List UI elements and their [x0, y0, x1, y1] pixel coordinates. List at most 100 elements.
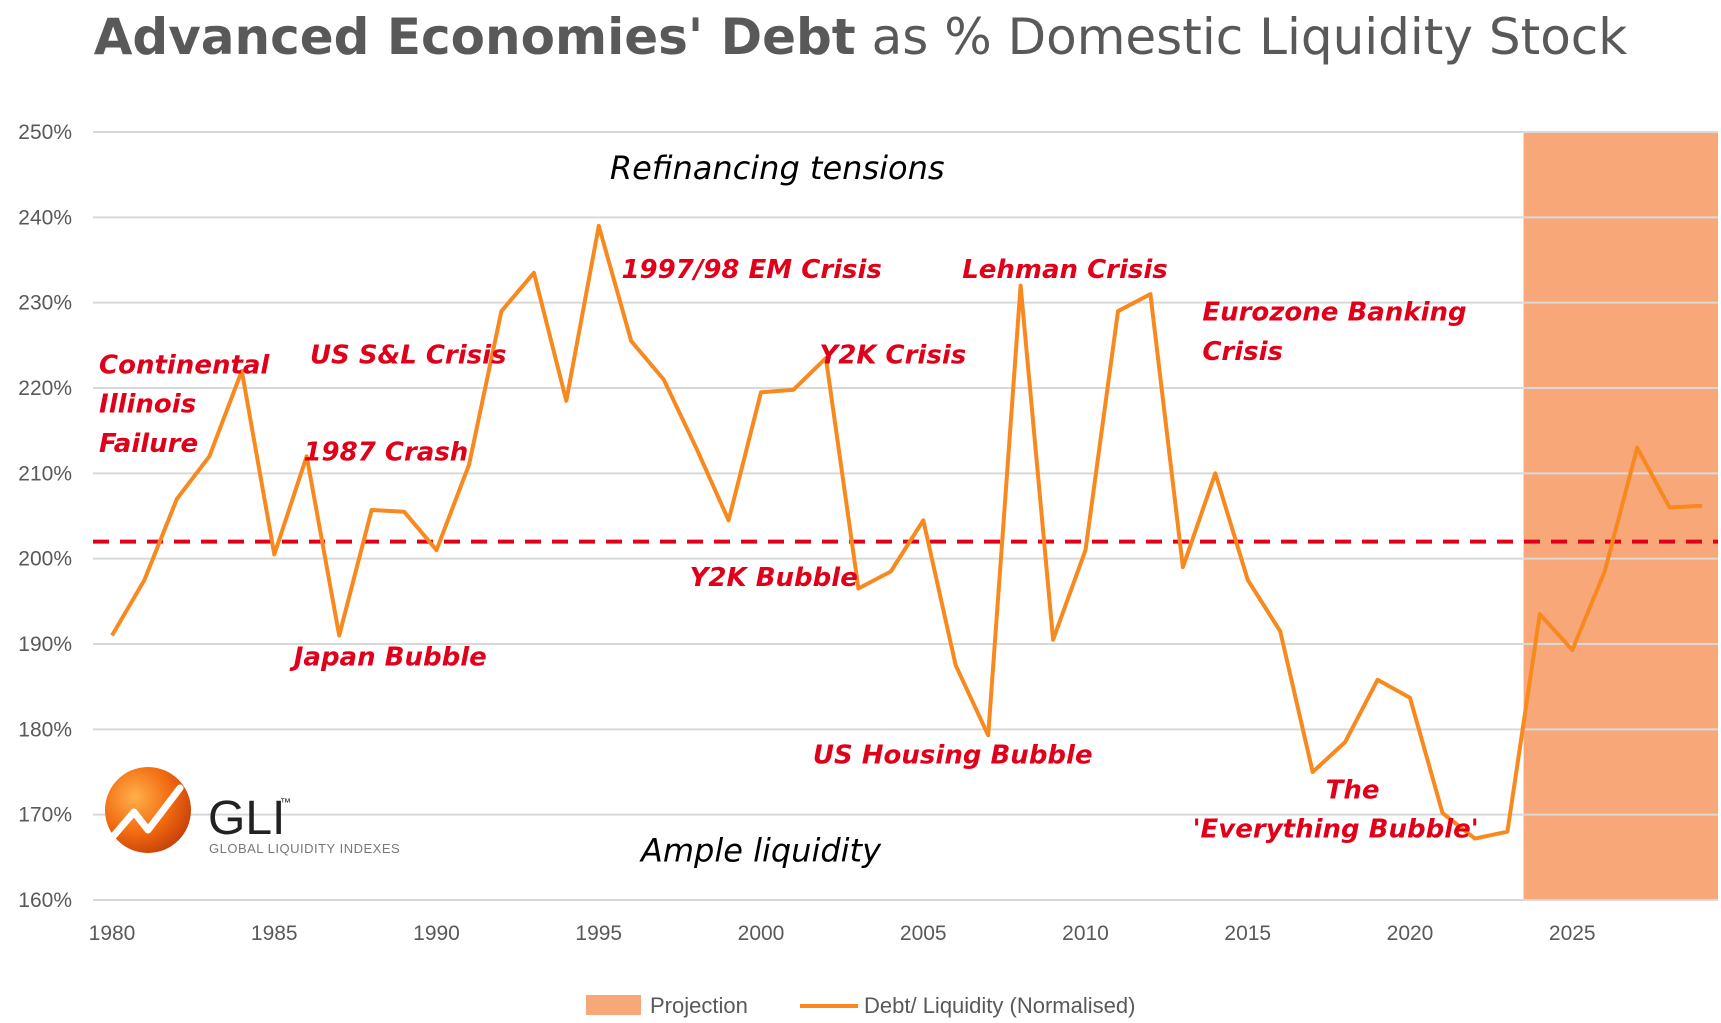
- data-point-1996: [629, 339, 633, 343]
- data-point-1983: [207, 454, 211, 458]
- annotation-label: Crisis: [1202, 337, 1283, 367]
- data-point-2013: [1181, 565, 1185, 569]
- zone-labels: Refinancing tensions Ample liquidity: [610, 149, 945, 870]
- chart-title-rest: as % Domestic Liquidity Stock: [855, 8, 1628, 66]
- annotation-label: US Housing Bubble: [813, 740, 1093, 770]
- data-point-2021: [1440, 811, 1444, 815]
- data-point-2016: [1278, 629, 1282, 633]
- data-point-2028: [1668, 505, 1672, 509]
- data-point-2018: [1343, 740, 1347, 744]
- x-tick-label: 1985: [251, 922, 298, 945]
- data-point-2024: [1538, 612, 1542, 616]
- data-point-2008: [1019, 284, 1023, 288]
- data-point-2006: [954, 663, 958, 667]
- data-point-2003: [856, 587, 860, 591]
- y-tick-label: 250%: [18, 121, 72, 144]
- zone-label: Ample liquidity: [639, 832, 882, 870]
- data-point-1999: [727, 518, 731, 522]
- legend-projection-swatch: [586, 995, 641, 1015]
- annotation-label: The: [1326, 775, 1380, 805]
- y-tick-label: 230%: [18, 292, 72, 315]
- data-point-2002: [824, 356, 828, 360]
- data-point-1998: [694, 446, 698, 450]
- debt-liquidity-line: [110, 223, 1703, 841]
- annotation-label: Y2K Bubble: [690, 563, 858, 593]
- data-point-2023: [1505, 830, 1509, 834]
- annotation-label: Illinois: [99, 390, 196, 420]
- data-point-2017: [1311, 770, 1315, 774]
- data-point-1980: [110, 633, 114, 637]
- data-point-1990: [435, 548, 439, 552]
- x-tick-label: 2015: [1224, 922, 1271, 945]
- y-tick-label: 170%: [18, 804, 72, 827]
- data-point-1987: [337, 633, 341, 637]
- chart-title-bold: Advanced Economies' Debt: [93, 8, 856, 66]
- x-tick-label: 2005: [900, 922, 947, 945]
- logo-globe-icon: [105, 767, 191, 853]
- data-point-1984: [240, 369, 244, 373]
- y-tick-label: 240%: [18, 206, 72, 229]
- data-point-2020: [1408, 696, 1412, 700]
- y-tick-label: 210%: [18, 462, 72, 485]
- data-point-1995: [597, 224, 601, 228]
- data-point-2014: [1213, 471, 1217, 475]
- x-tick-label: 2025: [1549, 922, 1596, 945]
- logo-tm: ™: [280, 797, 291, 809]
- annotation-label: Lehman Crisis: [962, 255, 1168, 285]
- data-point-2000: [759, 390, 763, 394]
- annotation-label: 1997/98 EM Crisis: [621, 255, 881, 285]
- data-point-1997: [662, 377, 666, 381]
- data-point-1981: [142, 578, 146, 582]
- legend: Projection Debt/ Liquidity (Normalised): [586, 993, 1135, 1018]
- data-point-1989: [402, 510, 406, 514]
- annotation-label: 1987 Crash: [303, 438, 468, 468]
- data-point-2004: [889, 569, 893, 573]
- data-point-2025: [1570, 648, 1574, 652]
- data-point-1988: [370, 508, 374, 512]
- legend-series-label: Debt/ Liquidity (Normalised): [864, 993, 1135, 1018]
- y-axis: 160% 170% 180% 190% 200% 210% 220% 230% 240% 250%: [18, 121, 72, 912]
- data-point-1982: [175, 497, 179, 501]
- data-point-2009: [1051, 638, 1055, 642]
- x-tick-label: 1980: [89, 922, 136, 945]
- data-point-1994: [564, 399, 568, 403]
- annotation-label: US S&L Crisis: [310, 340, 507, 370]
- data-point-1993: [532, 271, 536, 275]
- annotations: Continental Illinois Failure US S&L Crisis 1…: [99, 255, 1479, 845]
- data-point-1992: [499, 309, 503, 313]
- annotation-label: 'Everything Bubble': [1193, 815, 1479, 845]
- x-tick-label: 1990: [413, 922, 460, 945]
- data-point-2012: [1148, 292, 1152, 296]
- data-point-2026: [1603, 569, 1607, 573]
- logo-main-text: GLI: [208, 792, 285, 845]
- data-point-2027: [1635, 446, 1639, 450]
- data-point-2019: [1376, 678, 1380, 682]
- data-point-2001: [791, 388, 795, 392]
- data-point-2011: [1116, 309, 1120, 313]
- annotation-label: Y2K Crisis: [819, 340, 966, 370]
- chart-title: Advanced Economies' Debt as % Domestic L…: [0, 8, 1721, 66]
- annotation-label: Eurozone Banking: [1202, 298, 1466, 328]
- data-point-2029: [1700, 504, 1704, 508]
- gli-logo: GLI ™ GLOBAL LIQUIDITY INDEXES: [105, 767, 400, 856]
- y-tick-label: 220%: [18, 377, 72, 400]
- x-axis: 1980 1985 1990 1995 2000 2005 2010 2015 2020 2025: [89, 922, 1596, 945]
- x-tick-label: 1995: [575, 922, 622, 945]
- data-point-2022: [1473, 837, 1477, 841]
- logo-subtitle: GLOBAL LIQUIDITY INDEXES: [209, 841, 400, 856]
- x-tick-label: 2010: [1062, 922, 1109, 945]
- y-tick-label: 180%: [18, 718, 72, 741]
- data-point-2005: [921, 518, 925, 522]
- y-tick-label: 200%: [18, 548, 72, 571]
- y-tick-label: 190%: [18, 633, 72, 656]
- data-point-1986: [305, 454, 309, 458]
- annotation-label: Continental: [99, 350, 270, 380]
- data-point-2015: [1246, 578, 1250, 582]
- annotation-label: Failure: [99, 429, 198, 459]
- data-point-1991: [467, 463, 471, 467]
- data-point-2007: [986, 733, 990, 737]
- data-point-1985: [272, 552, 276, 556]
- logo-trend-icon: [106, 784, 184, 844]
- data-point-2010: [1084, 548, 1088, 552]
